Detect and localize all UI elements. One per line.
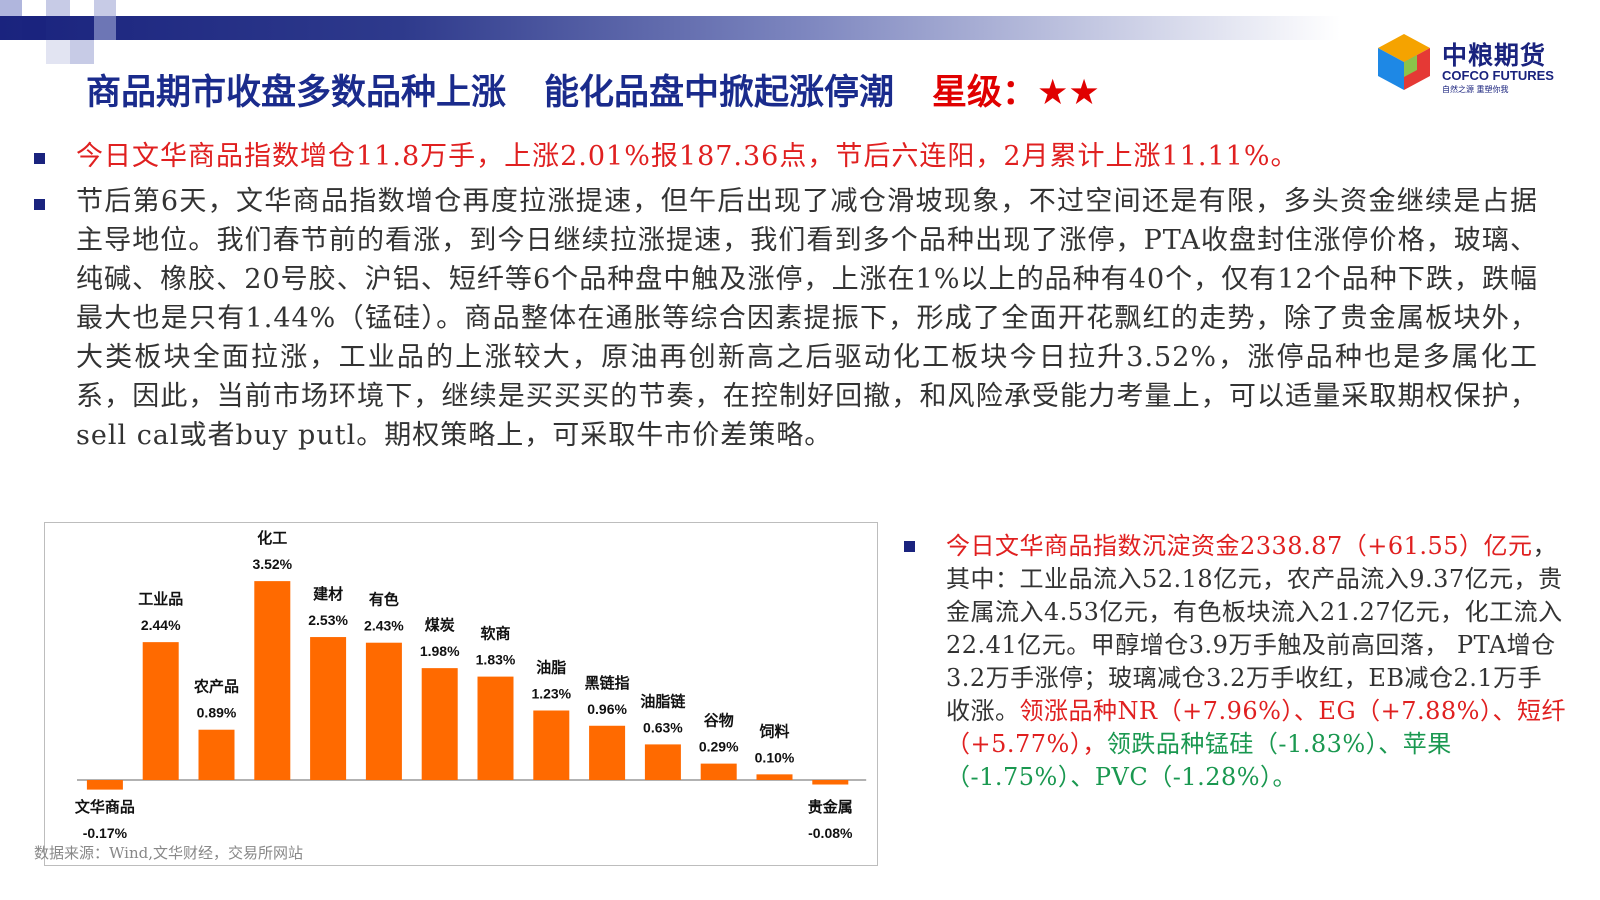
chart-svg: 文华商品 -0.17% 工业品 2.44% 农产品 0.89% 化工 3.52% 建材 2.53%… (75, 529, 867, 841)
value-label-9: 0.96% (587, 701, 627, 717)
category-label-3: 化工 (257, 529, 287, 547)
value-label-7: 1.83% (476, 652, 516, 668)
header-square (22, 16, 46, 40)
bullet-icon (34, 199, 45, 210)
category-label-12: 饲料 (758, 722, 789, 740)
bar-3 (254, 581, 291, 780)
value-label-5: 2.43% (364, 618, 404, 634)
bar-6 (421, 668, 458, 780)
header-square (46, 40, 70, 64)
bar-13 (812, 780, 849, 785)
logo-name-en: COFCO FUTURES (1442, 68, 1554, 83)
category-label-13: 贵金属 (808, 798, 853, 816)
header-square (0, 0, 22, 16)
category-label-11: 谷物 (704, 712, 734, 730)
value-label-0: -0.17% (83, 825, 128, 841)
bar-8 (533, 710, 570, 780)
category-label-8: 油脂 (536, 659, 566, 677)
funds-gainers: 领涨品种NR（+7.96%）、EG（+7.88%）、短纤（+5.77%）， (946, 697, 1566, 758)
category-label-9: 黑链指 (585, 674, 630, 692)
bar-11 (700, 763, 737, 780)
bar-5 (365, 642, 402, 780)
bar-12 (756, 774, 793, 780)
value-label-3: 3.52% (252, 556, 292, 572)
bullet-icon (34, 153, 45, 164)
bar-10 (644, 744, 681, 780)
rating-label: 星级： (932, 73, 1038, 113)
rating-stars: ★★ (1037, 73, 1100, 113)
logo-name-cn: 中粮期货 (1442, 41, 1547, 70)
funds-paragraph: 今日文华商品指数沉淀资金2338.87（+61.55）亿元，其中：工业品流入52… (946, 530, 1566, 794)
title-main: 商品期市收盘多数品种上涨 (86, 73, 507, 113)
funds-losers: 领跌品种锰硅（-1.83%）、苹果（-1.75%）、PVC（-1.28%）。 (946, 730, 1452, 791)
bar-4 (310, 637, 347, 780)
category-label-6: 煤炭 (425, 616, 455, 634)
bar-1 (142, 642, 179, 780)
value-label-2: 0.89% (197, 705, 237, 721)
bar-0 (86, 780, 123, 790)
category-label-0: 文华商品 (75, 798, 135, 816)
cube-logo-icon (1378, 34, 1430, 90)
header-band (0, 16, 1340, 40)
category-label-7: 软商 (480, 625, 510, 643)
header-square (46, 0, 70, 16)
value-label-11: 0.29% (699, 739, 739, 755)
value-label-1: 2.44% (141, 617, 181, 633)
category-label-1: 工业品 (138, 590, 183, 608)
funds-headline: 今日文华商品指数沉淀资金2338.87（+61.55）亿元 (946, 532, 1533, 560)
category-label-10: 油脂链 (640, 692, 686, 710)
value-label-8: 1.23% (531, 686, 571, 702)
summary-line-1: 今日文华商品指数增仓11.8万手，上涨2.01%报187.36点，节后六连阳，2… (76, 141, 1299, 172)
data-source: 数据来源：Wind,文华财经，交易所网站 (34, 844, 303, 862)
logo-tagline: 自然之源 重塑你我 (1442, 85, 1509, 94)
funds-body: ，其中：工业品流入52.18亿元，农产品流入9.37亿元，贵金属流入4.53亿元… (946, 532, 1563, 725)
bar-2 (198, 729, 235, 780)
header-square (94, 0, 116, 16)
category-label-5: 有色 (369, 591, 399, 609)
category-label-2: 农产品 (193, 678, 239, 696)
summary-line-2: 节后第6天，文华商品指数增仓再度拉涨提速，但午后出现了减仓滑坡现象，不过空间还是… (76, 186, 1538, 451)
header-square (94, 16, 116, 40)
header-square (70, 40, 94, 64)
title-sub: 能化品盘中掀起涨停潮 (544, 73, 895, 113)
sector-change-chart: 文华商品 -0.17% 工业品 2.44% 农产品 0.89% 化工 3.52% 建材 2.53%… (44, 522, 878, 866)
cofco-logo: 中粮期货 COFCO FUTURES 自然之源 重塑你我 (1372, 28, 1582, 98)
category-label-4: 建材 (313, 585, 343, 603)
value-label-13: -0.08% (808, 825, 853, 841)
bar-7 (477, 676, 514, 780)
bar-9 (589, 725, 626, 780)
page-title: 商品期市收盘多数品种上涨 能化品盘中掀起涨停潮 星级：★★ (86, 64, 1100, 115)
value-label-12: 0.10% (755, 749, 795, 765)
bullet-icon (904, 541, 915, 552)
value-label-10: 0.63% (643, 719, 683, 735)
value-label-4: 2.53% (308, 612, 348, 628)
value-label-6: 1.98% (420, 643, 460, 659)
